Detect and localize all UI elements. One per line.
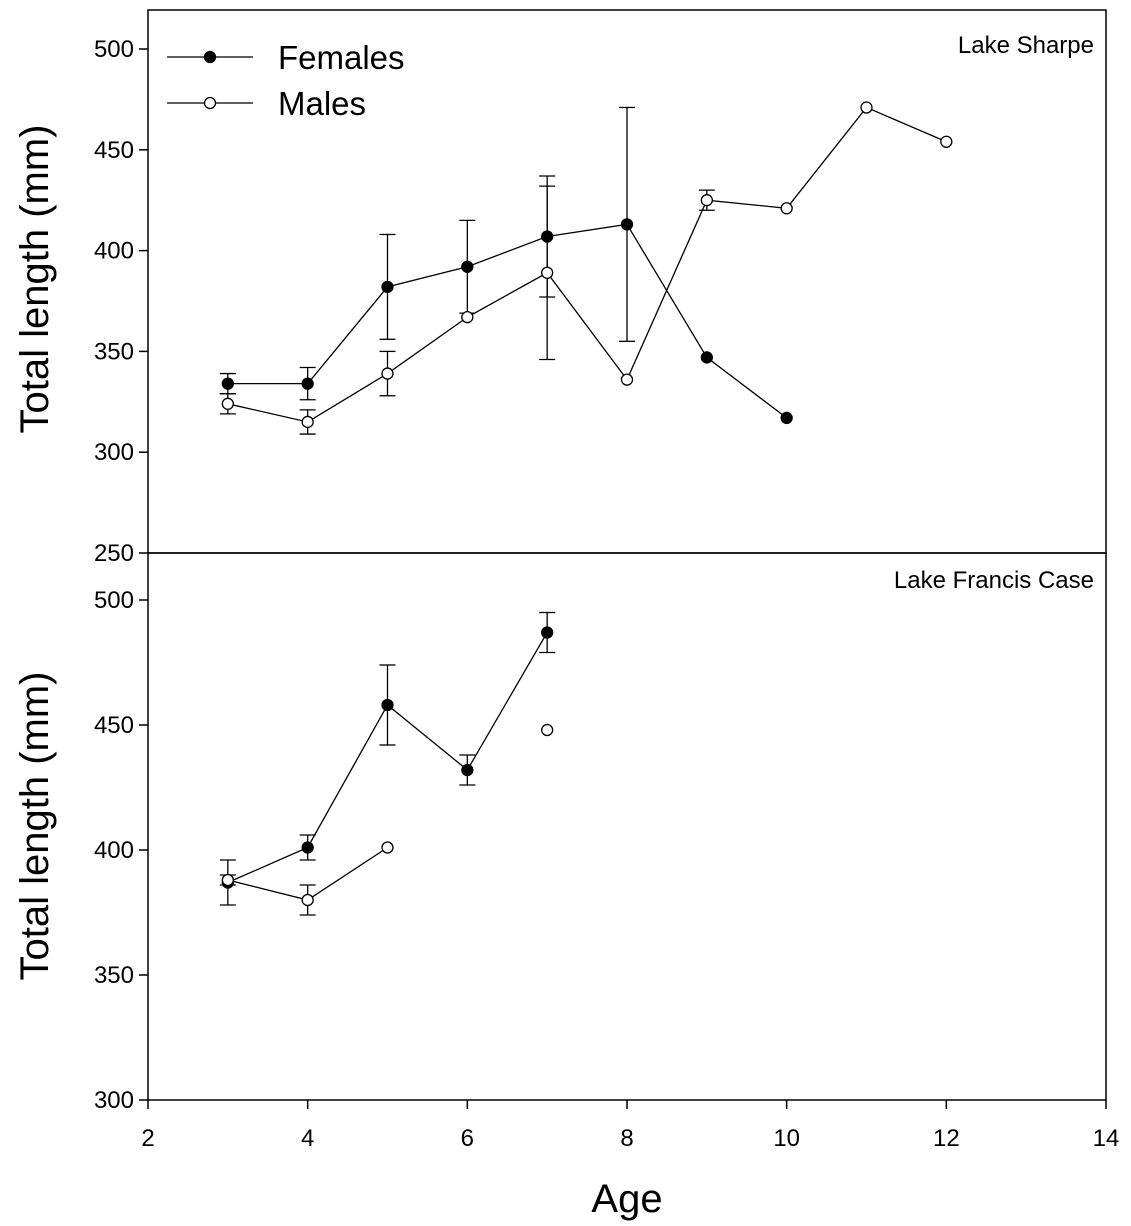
females-point: [221, 377, 234, 390]
males-point: [620, 373, 634, 386]
x-axis-title: Age: [591, 1177, 662, 1221]
y-tick-label: 450: [94, 712, 134, 739]
y-tick-label: 300: [94, 439, 134, 466]
y-tick-label: 500: [94, 36, 134, 63]
legend-label-females: Females: [278, 39, 405, 76]
females-point: [620, 218, 634, 231]
females-point: [541, 626, 554, 639]
x-tick-label: 4: [301, 1125, 314, 1152]
x-tick-label: 6: [461, 1125, 474, 1152]
males-point: [301, 415, 314, 429]
females-series-line: [227, 223, 788, 419]
x-tick-label: 12: [933, 1125, 960, 1152]
y-tick-label: 500: [94, 587, 134, 614]
x-tick-label: 10: [773, 1125, 800, 1152]
males-series-line: [227, 106, 947, 423]
y-tick-label: 350: [94, 962, 134, 989]
legend-marker-males: [203, 96, 217, 110]
y-tick-label: 300: [94, 1087, 134, 1114]
y-tick-label: 400: [94, 238, 134, 265]
x-tick-label: 2: [141, 1125, 154, 1152]
males-point: [221, 873, 234, 887]
males-point: [940, 135, 953, 148]
plot-frame: [147, 552, 1107, 1101]
x-tick-label: 8: [620, 1125, 633, 1152]
males-point: [700, 194, 713, 207]
males-point: [381, 841, 394, 854]
females-point: [780, 411, 793, 425]
males-point: [541, 723, 554, 737]
legend-label-males: Males: [278, 85, 366, 122]
panel-lake-francis-case: [139, 552, 1107, 1109]
males-point: [301, 893, 314, 907]
panel-label: Lake Francis Case: [894, 567, 1094, 594]
males-point: [541, 266, 554, 279]
y-tick-label: 250: [94, 540, 134, 567]
females-point: [301, 377, 314, 390]
y-tick-label: 450: [94, 137, 134, 164]
legend: Females Males: [167, 39, 405, 122]
females-point: [301, 841, 314, 854]
males-point: [381, 367, 394, 380]
y-axis-title: Total length (mm): [13, 125, 57, 434]
females-point: [461, 260, 474, 273]
panel-lake-sharpe: Females Males: [139, 9, 1107, 554]
females-point: [381, 698, 394, 712]
males-point: [860, 101, 873, 114]
panel-label: Lake Sharpe: [958, 32, 1094, 59]
x-tick-label: 14: [1093, 1125, 1120, 1152]
males-point: [221, 397, 234, 410]
y-axis-title: Total length (mm): [13, 672, 57, 981]
females-point: [381, 280, 394, 294]
males-point: [461, 310, 474, 324]
males-point: [780, 202, 793, 215]
females-point: [700, 351, 713, 364]
legend-marker-females: [203, 50, 217, 64]
y-tick-label: 350: [94, 338, 134, 365]
y-tick-label: 400: [94, 837, 134, 864]
females-point: [461, 763, 474, 777]
